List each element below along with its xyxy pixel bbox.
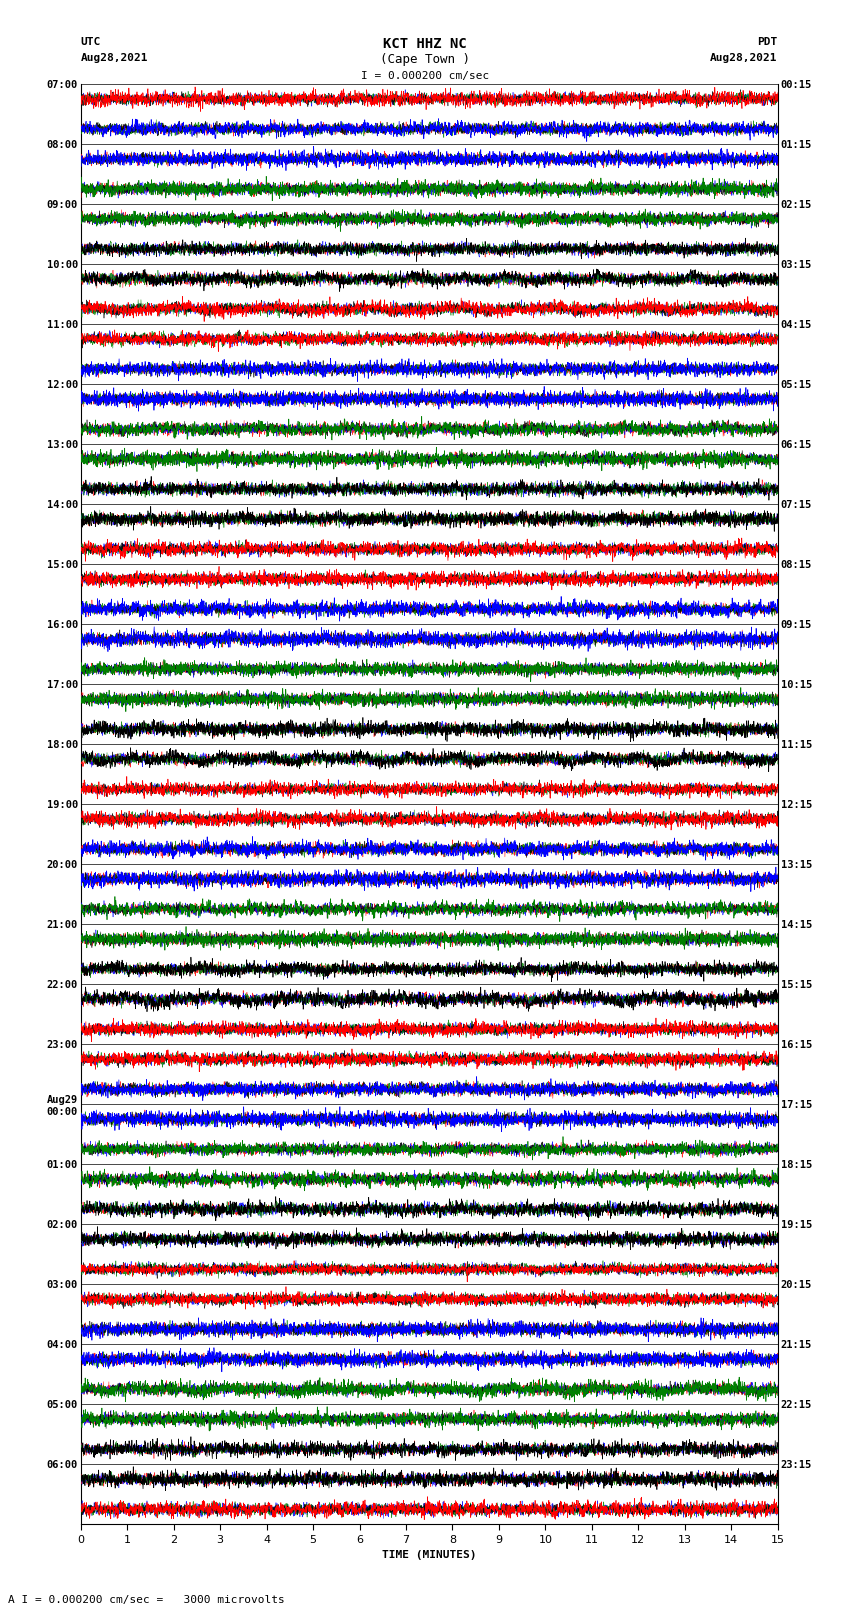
Text: Aug28,2021: Aug28,2021 (711, 53, 778, 63)
Text: I = 0.000200 cm/sec: I = 0.000200 cm/sec (361, 71, 489, 81)
X-axis label: TIME (MINUTES): TIME (MINUTES) (382, 1550, 477, 1560)
Text: A I = 0.000200 cm/sec =   3000 microvolts: A I = 0.000200 cm/sec = 3000 microvolts (8, 1595, 286, 1605)
Text: KCT HHZ NC: KCT HHZ NC (383, 37, 467, 52)
Text: PDT: PDT (757, 37, 778, 47)
Text: (Cape Town ): (Cape Town ) (380, 53, 470, 66)
Text: Aug28,2021: Aug28,2021 (81, 53, 148, 63)
Text: UTC: UTC (81, 37, 101, 47)
